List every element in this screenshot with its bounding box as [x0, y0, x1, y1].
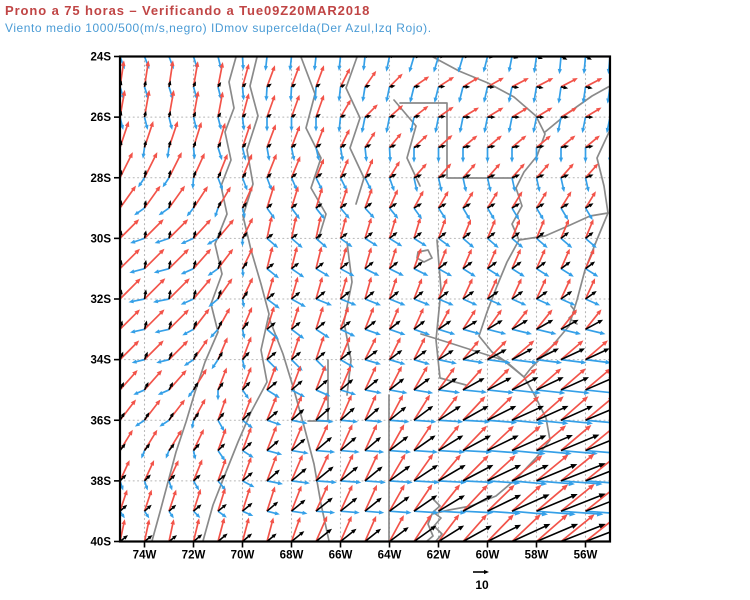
lon-tick-label: 60W	[476, 550, 500, 562]
border-laguna-sur	[431, 497, 443, 542]
border-nw-border-2	[345, 56, 365, 205]
lon-tick-label: 64W	[378, 550, 402, 562]
lon-tick-label: 56W	[574, 550, 598, 562]
lat-tick-label: 36S	[91, 415, 112, 427]
border-andes-border	[202, 56, 270, 542]
chart-title: Prono a 75 horas – Verificando a Tue09Z2…	[5, 3, 371, 18]
lon-tick-label: 62W	[427, 550, 451, 562]
border-pilcomayo-river	[432, 56, 546, 189]
lon-tick-label: 58W	[525, 550, 549, 562]
border-uruguay-river-upper	[596, 129, 610, 214]
lon-tick-label: 72W	[182, 550, 206, 562]
chart-subtitle: Viento medio 1000/500(m/s,negro) IDmov s…	[5, 21, 432, 35]
border-chile-coast	[151, 56, 237, 542]
border-misiones-border	[544, 85, 610, 133]
border-foothills-border	[268, 317, 330, 542]
border-santiago-border	[435, 239, 467, 386]
plot-frame	[114, 55, 612, 548]
lon-tick-label: 74W	[133, 550, 157, 562]
lat-tick-label: 30S	[91, 233, 112, 245]
lat-tick-label: 34S	[91, 355, 112, 367]
lon-tick-label: 70W	[231, 550, 255, 562]
lon-tick-label: 66W	[329, 550, 353, 562]
lat-tick-label: 24S	[91, 52, 112, 64]
border-nw-border-3	[393, 99, 421, 187]
lat-tick-label: 40S	[91, 537, 112, 549]
reference-vector-label: 10	[475, 578, 489, 592]
lat-tick-label: 28S	[91, 173, 112, 185]
border-nw-border-1	[300, 56, 327, 241]
lat-tick-label: 32S	[91, 294, 112, 306]
reference-vector-arrow	[473, 569, 489, 575]
border-cordoba-border	[343, 241, 353, 396]
wind-vectors	[120, 56, 610, 542]
lon-tick-label: 68W	[280, 550, 304, 562]
lat-tick-label: 38S	[91, 476, 112, 488]
axis-labels: 74W 72W 70W 68W 66W 64W 62W 60W 58W 56W 24S 26S 28S 3…	[91, 52, 598, 562]
lat-tick-label: 26S	[91, 112, 112, 124]
border-atlantic-coast	[426, 376, 551, 542]
